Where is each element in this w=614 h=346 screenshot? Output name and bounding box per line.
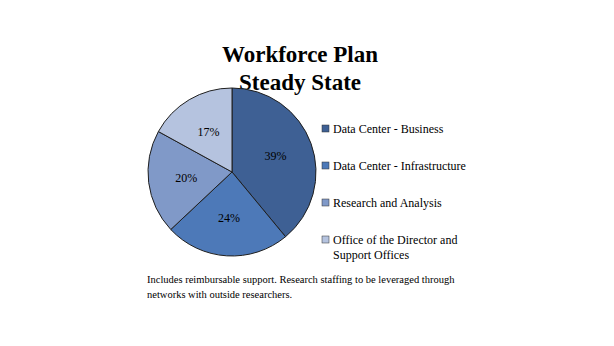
data-label: 20% (175, 171, 197, 185)
data-label: 17% (197, 125, 219, 139)
text-line: Office of the Director and (333, 233, 457, 247)
text-line: Data Center - Infrastructure (333, 159, 466, 173)
data-label: 24% (218, 211, 240, 225)
legend-swatch (322, 125, 329, 132)
legend: Data Center - Business Data Center - Infr… (322, 122, 466, 262)
text-line: Data Center - Business (333, 122, 444, 136)
title: Workforce Plan (222, 42, 378, 67)
text-line: Support Offices (333, 248, 409, 262)
chart: Workforce Plan Steady State 39% 24% 20% 17% Da… (0, 0, 614, 346)
text-line: Includes reimbursable support. Research … (147, 274, 455, 285)
legend-label: Data Center - Infrastructure (333, 159, 466, 173)
annotation: Includes reimbursable support. Research … (147, 274, 455, 300)
pie (148, 88, 316, 256)
legend-swatch (322, 199, 329, 206)
legend-swatch (322, 236, 329, 243)
legend-swatch (322, 162, 329, 169)
text-line: Research and Analysis (333, 196, 442, 210)
data-label: 39% (264, 149, 286, 163)
text-line: networks with outside researchers. (147, 289, 292, 300)
pie-slice (158, 88, 232, 172)
subtitle: Steady State (239, 70, 361, 95)
data-labels: 39% 24% 20% 17% (175, 125, 286, 225)
legend-label: Data Center - Business (333, 122, 444, 136)
legend-label: Research and Analysis (333, 196, 442, 210)
legend-label: Office of the Director andSupport Office… (333, 233, 457, 262)
